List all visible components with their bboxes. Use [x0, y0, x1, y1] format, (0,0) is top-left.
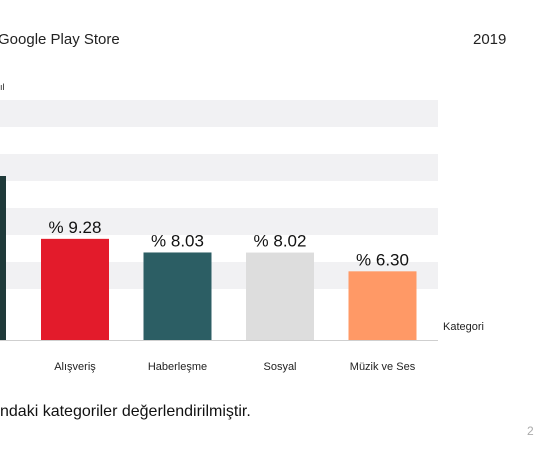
grid-band-2	[0, 208, 438, 235]
grid-band-0	[0, 100, 438, 127]
grid-band-1	[0, 154, 438, 181]
year-label: 2019	[473, 31, 507, 48]
data-label-3: % 6.30	[356, 250, 409, 269]
bar-0	[41, 238, 109, 340]
category-label-1: Haberleşme	[148, 361, 207, 373]
footnote-text: ndaki kategoriler değerlendirilmiştir.	[0, 403, 251, 420]
bar-3	[348, 271, 417, 340]
category-label-2: Sosyal	[263, 361, 296, 373]
chart-title: Google Play Store	[0, 31, 120, 48]
x-axis-label: Kategori	[443, 321, 484, 333]
y-axis-label-fragment: ıl	[0, 82, 5, 92]
category-label-3: Müzik ve Ses	[350, 361, 416, 373]
data-label-2: % 8.02	[254, 232, 307, 251]
data-label-1: % 8.03	[151, 231, 204, 250]
page-number: 2	[527, 424, 534, 438]
bar-1	[143, 252, 212, 340]
data-label-0: % 9.28	[49, 218, 102, 237]
cropped-left-bar	[0, 176, 6, 340]
category-label-0: Alışveriş	[54, 361, 96, 373]
bar-2	[246, 252, 314, 340]
